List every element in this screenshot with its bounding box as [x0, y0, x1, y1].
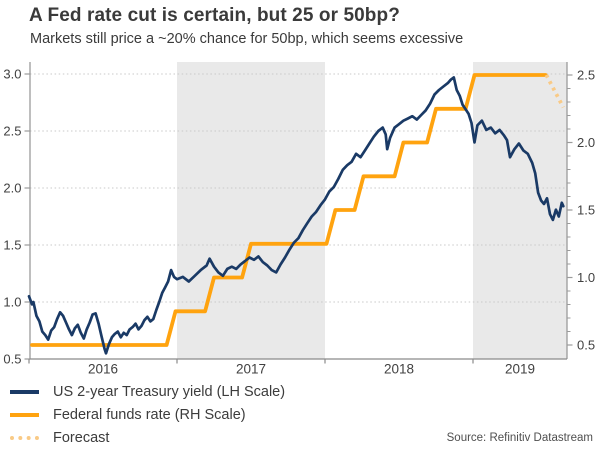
legend-label: Forecast: [53, 429, 110, 446]
navy-line-swatch-icon: [10, 389, 39, 394]
chart-title: A Fed rate cut is certain, but 25 or 50b…: [29, 5, 400, 26]
legend-label: US 2-year Treasury yield (LH Scale): [53, 383, 286, 400]
right-axis-tick-label: 1.0: [577, 270, 595, 285]
legend-item-forecast: Forecast: [10, 426, 285, 449]
legend-item-treasury-yield: US 2-year Treasury yield (LH Scale): [10, 380, 285, 403]
chart-legend: US 2-year Treasury yield (LH Scale) Fede…: [10, 380, 285, 449]
right-axis-tick-label: 1.5: [577, 203, 595, 218]
orange-line-swatch-icon: [10, 412, 39, 417]
fed-funds-line: [30, 73, 548, 347]
left-axis-tick-label: 0.5: [3, 352, 21, 367]
year-shading-band: [473, 62, 567, 359]
forecast-line: [544, 74, 565, 109]
right-axis-tick-label: 2.0: [577, 135, 595, 150]
chart-subtitle: Markets still price a ~20% chance for 50…: [30, 31, 464, 47]
left-axis-tick-label: 3.0: [3, 67, 21, 82]
year-shading-band: [177, 62, 325, 359]
legend-label: Federal funds rate (RH Scale): [53, 406, 246, 423]
left-axis-tick-label: 2.0: [3, 181, 21, 196]
treasury-yield-line: [27, 76, 565, 355]
x-axis-year-label: 2018: [384, 362, 414, 377]
x-axis-year-label: 2016: [88, 362, 118, 377]
right-axis-tick-label: 0.5: [577, 338, 595, 353]
dotted-line-swatch-icon: [10, 435, 39, 440]
right-axis-tick-label: 2.5: [577, 68, 595, 83]
legend-item-fed-funds: Federal funds rate (RH Scale): [10, 403, 285, 426]
left-axis-tick-label: 1.0: [3, 295, 21, 310]
left-axis-tick-label: 2.5: [3, 124, 21, 139]
x-axis-year-label: 2017: [236, 362, 266, 377]
source-attribution: Source: Refinitiv Datastream: [446, 432, 593, 444]
x-axis-year-label: 2019: [505, 362, 535, 377]
left-axis-tick-label: 1.5: [3, 238, 21, 253]
